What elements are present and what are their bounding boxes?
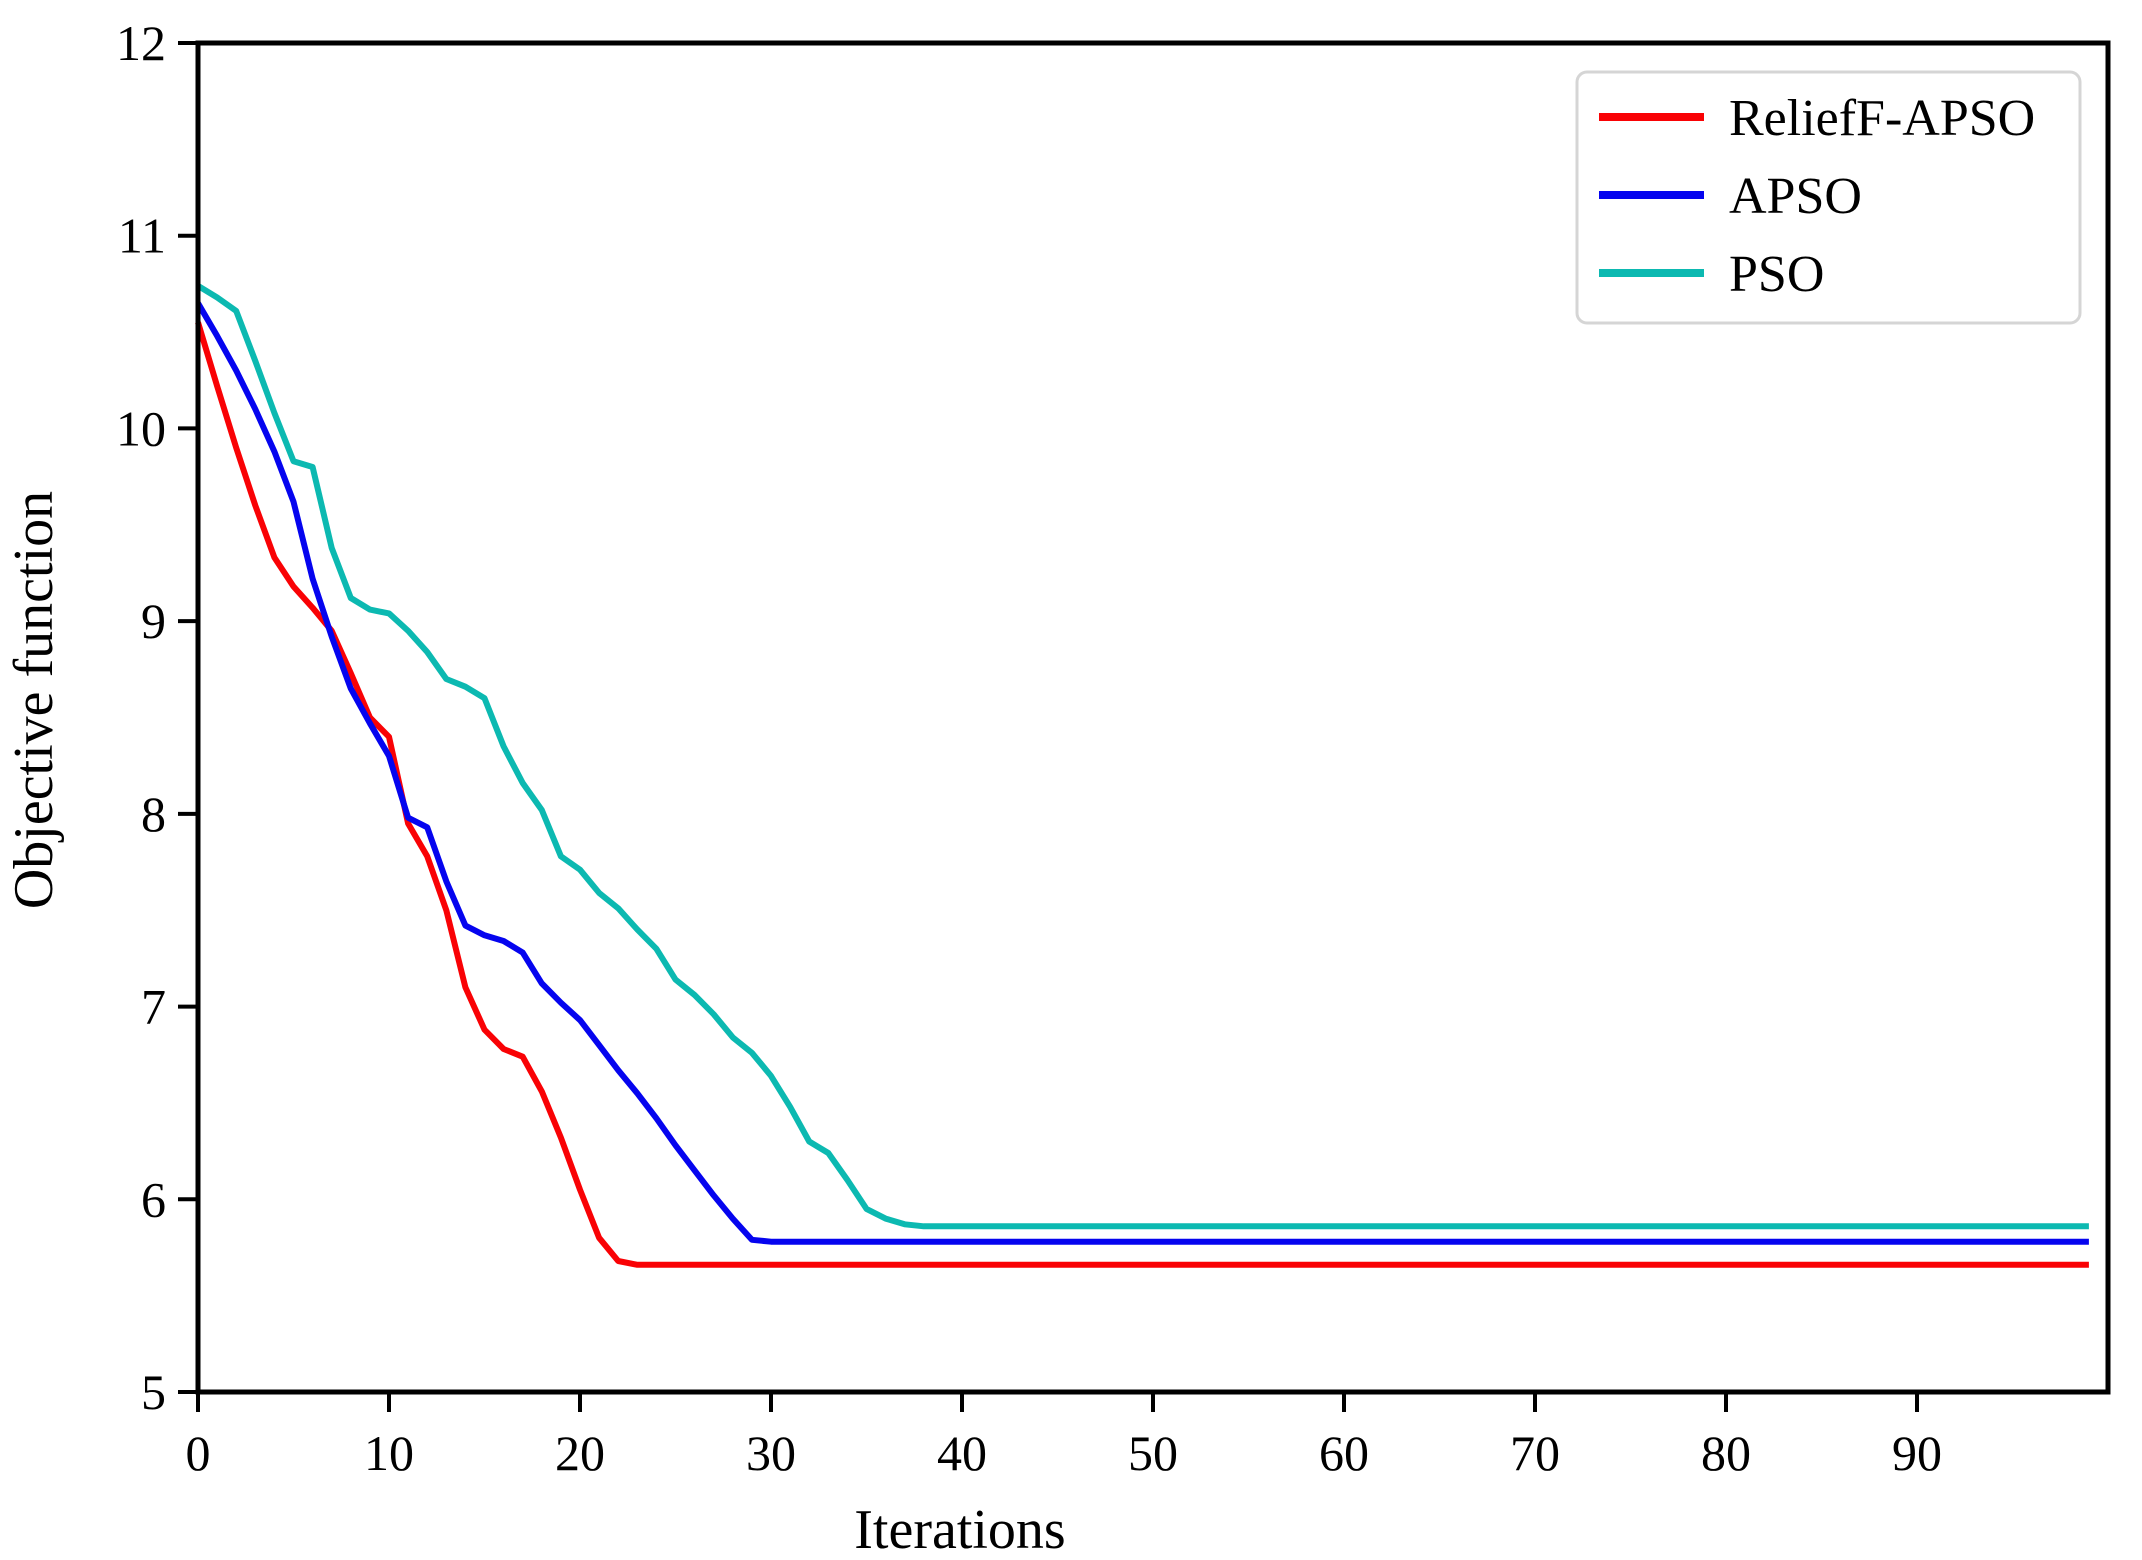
y-tick-label: 6 xyxy=(141,1171,166,1227)
x-tick-label: 30 xyxy=(746,1425,796,1481)
series-line-PSO xyxy=(196,283,2089,1230)
x-tick-label: 40 xyxy=(937,1425,987,1481)
series-line-ReliefF-APSO xyxy=(195,321,2089,1268)
legend-label-PSO: PSO xyxy=(1729,246,1824,303)
x-tick-label: 90 xyxy=(1892,1425,1942,1481)
x-tick-label: 60 xyxy=(1319,1425,1369,1481)
y-axis-label: Objective function xyxy=(3,491,65,909)
legend-label-ReliefF-APSO: ReliefF-APSO xyxy=(1729,90,2035,147)
legend-box xyxy=(1575,70,2082,325)
x-tick-label: 0 xyxy=(186,1425,211,1481)
y-tick-label: 7 xyxy=(141,979,166,1035)
x-axis-label: Iterations xyxy=(854,1499,1065,1560)
x-tick-label: 50 xyxy=(1128,1425,1178,1481)
y-tick-label: 9 xyxy=(141,593,166,649)
legend: ReliefF-APSO APSO PSO xyxy=(1575,70,2082,325)
x-tick-label: 80 xyxy=(1701,1425,1751,1481)
legend-label-APSO: APSO xyxy=(1729,168,1862,225)
y-tick-label: 12 xyxy=(116,15,166,71)
x-tick-label: 70 xyxy=(1510,1425,1560,1481)
series-line-APSO xyxy=(195,301,2089,1245)
plot-area: 0 10 20 30 40 50 60 70 80 90 5 6 7 8 9 10 11 12 ReliefF-AP… xyxy=(116,15,2111,1481)
x-tick-label: 10 xyxy=(364,1425,414,1481)
x-tick-label: 20 xyxy=(555,1425,605,1481)
y-tick-label: 11 xyxy=(118,208,166,264)
y-tick-label: 5 xyxy=(141,1364,166,1420)
y-tick-label: 10 xyxy=(116,400,166,456)
y-tick-label: 8 xyxy=(141,786,166,842)
